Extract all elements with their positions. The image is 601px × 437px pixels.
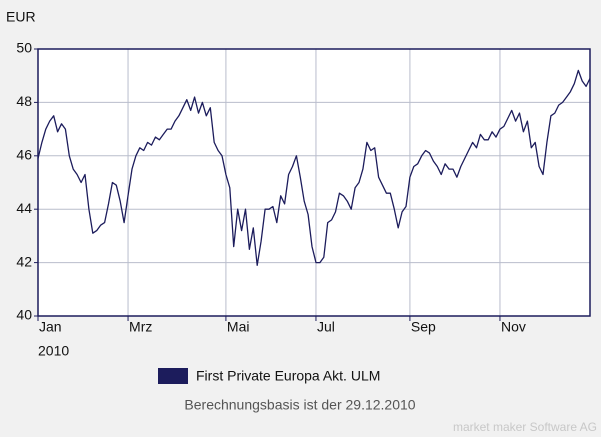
y-tick-label: 50: [16, 40, 32, 56]
plot-area: [38, 49, 590, 316]
y-tick-label: 40: [16, 307, 32, 323]
x-tick-label: Jan: [39, 319, 62, 335]
y-tick-label: 46: [16, 147, 32, 163]
x-tick-label: Jul: [317, 319, 335, 335]
price-line: [37, 69, 591, 266]
x-tick-label: Nov: [501, 319, 526, 335]
legend-swatch: [158, 368, 188, 384]
x-tick-label: Sep: [411, 319, 436, 335]
y-tick-label: 42: [16, 253, 32, 269]
x-tick-label: Mrz: [129, 319, 152, 335]
watermark: market maker Software AG: [453, 420, 597, 434]
note: Berechnungsbasis ist der 29.12.2010: [184, 397, 415, 413]
y-tick-label: 48: [16, 93, 32, 109]
x-sub-label: 2010: [38, 343, 69, 359]
y-axis-label: EUR: [6, 9, 36, 25]
plot-border: [37, 48, 591, 317]
x-tick-label: Mai: [227, 319, 250, 335]
y-tick-label: 44: [16, 200, 32, 216]
legend-label: First Private Europa Akt. ULM: [196, 368, 380, 384]
